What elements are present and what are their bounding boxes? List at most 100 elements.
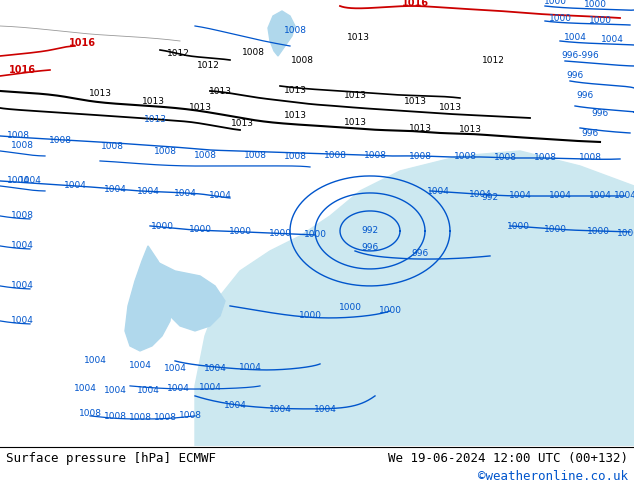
Text: 1000: 1000 — [269, 229, 292, 239]
Text: 1008: 1008 — [283, 26, 306, 35]
Text: 1004: 1004 — [427, 188, 450, 196]
Text: 1013: 1013 — [231, 120, 254, 128]
Text: 1013: 1013 — [141, 98, 164, 106]
Text: 1008: 1008 — [129, 414, 152, 422]
Text: 1008: 1008 — [79, 410, 101, 418]
Text: 1004: 1004 — [508, 192, 531, 200]
Text: 1004: 1004 — [11, 317, 34, 325]
Text: 1013: 1013 — [408, 124, 432, 133]
Text: 1000: 1000 — [228, 227, 252, 237]
Text: 1004: 1004 — [588, 192, 611, 200]
Text: 1004: 1004 — [18, 176, 41, 185]
Text: 996: 996 — [592, 109, 609, 119]
Text: 1004: 1004 — [84, 356, 107, 366]
Text: 1013: 1013 — [283, 86, 306, 96]
Text: 1004: 1004 — [564, 33, 586, 43]
Text: 1004: 1004 — [11, 242, 34, 250]
Text: 1000: 1000 — [616, 229, 634, 239]
Text: 996: 996 — [361, 244, 378, 252]
Text: 1013: 1013 — [344, 92, 366, 100]
Text: Surface pressure [hPa] ECMWF: Surface pressure [hPa] ECMWF — [6, 452, 216, 465]
Text: 1008: 1008 — [193, 151, 216, 160]
Text: 1013: 1013 — [347, 33, 370, 43]
Text: 1000: 1000 — [507, 222, 529, 231]
Text: 1013: 1013 — [344, 119, 366, 127]
Text: 1004: 1004 — [600, 35, 623, 45]
Text: 1004: 1004 — [204, 365, 226, 373]
Text: 992: 992 — [361, 226, 378, 236]
Text: 1004: 1004 — [164, 365, 186, 373]
Text: 1008: 1008 — [408, 152, 432, 162]
Text: 1000: 1000 — [543, 225, 567, 234]
Text: 1013: 1013 — [458, 125, 481, 134]
Text: 1000: 1000 — [586, 227, 609, 237]
Text: 1012: 1012 — [482, 56, 505, 66]
Text: 1004: 1004 — [198, 383, 221, 392]
Text: 1013: 1013 — [439, 103, 462, 113]
Text: 1004: 1004 — [224, 401, 247, 411]
Text: 1008: 1008 — [48, 137, 72, 146]
Polygon shape — [268, 11, 295, 56]
Text: 1004: 1004 — [174, 190, 197, 198]
Text: 1008: 1008 — [103, 413, 127, 421]
Text: 1008: 1008 — [323, 151, 347, 160]
Text: 1000: 1000 — [299, 312, 321, 320]
Text: 1013: 1013 — [188, 103, 212, 113]
Text: 1013: 1013 — [209, 88, 231, 97]
Text: 1004: 1004 — [614, 192, 634, 200]
Text: 1008: 1008 — [11, 212, 34, 220]
Text: 1004: 1004 — [74, 385, 96, 393]
Text: 1013: 1013 — [89, 90, 112, 98]
Text: 1000: 1000 — [548, 15, 571, 24]
Text: 1008: 1008 — [533, 153, 557, 163]
Text: 1000: 1000 — [339, 303, 361, 313]
Text: 1008: 1008 — [179, 412, 202, 420]
Text: 1008: 1008 — [283, 152, 306, 162]
Text: 996: 996 — [581, 129, 598, 139]
Text: 1004: 1004 — [103, 185, 126, 195]
Text: 1004: 1004 — [269, 405, 292, 415]
Text: 1004: 1004 — [469, 191, 491, 199]
Text: 1004: 1004 — [136, 188, 159, 196]
Text: 996-996: 996-996 — [561, 51, 599, 60]
Text: 1016: 1016 — [8, 65, 36, 75]
Text: 1004: 1004 — [136, 387, 159, 395]
Text: 1000: 1000 — [150, 222, 174, 231]
Text: 1008: 1008 — [153, 147, 176, 156]
Text: 1013: 1013 — [283, 111, 306, 121]
Text: 1004: 1004 — [11, 281, 34, 291]
Text: 996: 996 — [576, 92, 593, 100]
Text: 1004: 1004 — [6, 176, 29, 185]
Polygon shape — [150, 261, 225, 331]
Text: 1012: 1012 — [167, 49, 190, 58]
Text: 1004: 1004 — [548, 192, 571, 200]
Text: 1004: 1004 — [129, 362, 152, 370]
Polygon shape — [125, 246, 172, 351]
Text: 1000: 1000 — [188, 225, 212, 234]
Text: 1004: 1004 — [209, 192, 231, 200]
Text: 1008: 1008 — [101, 143, 124, 151]
Text: 1008: 1008 — [290, 56, 313, 66]
Text: 1008: 1008 — [578, 153, 602, 163]
Text: We 19-06-2024 12:00 UTC (00+132): We 19-06-2024 12:00 UTC (00+132) — [388, 452, 628, 465]
Text: 1008: 1008 — [493, 153, 517, 163]
Text: 1000: 1000 — [588, 17, 612, 25]
Text: 992: 992 — [481, 194, 498, 202]
Text: ©weatheronline.co.uk: ©weatheronline.co.uk — [478, 470, 628, 483]
Text: 1004: 1004 — [314, 405, 337, 415]
Text: 1000: 1000 — [304, 230, 327, 240]
Text: 1016: 1016 — [401, 0, 429, 8]
Text: 1000: 1000 — [378, 306, 401, 316]
Text: 1008: 1008 — [453, 152, 477, 162]
Text: 1013: 1013 — [403, 98, 427, 106]
Text: 1008: 1008 — [242, 49, 264, 57]
Text: 1008: 1008 — [153, 414, 176, 422]
Text: 1012: 1012 — [197, 61, 219, 71]
Text: 1004: 1004 — [238, 364, 261, 372]
Text: 1008: 1008 — [11, 142, 34, 150]
Text: 1004: 1004 — [167, 385, 190, 393]
Text: 1000: 1000 — [583, 0, 607, 9]
Text: 1016: 1016 — [68, 38, 96, 48]
Text: 996: 996 — [566, 72, 584, 80]
Text: 1004: 1004 — [63, 181, 86, 191]
